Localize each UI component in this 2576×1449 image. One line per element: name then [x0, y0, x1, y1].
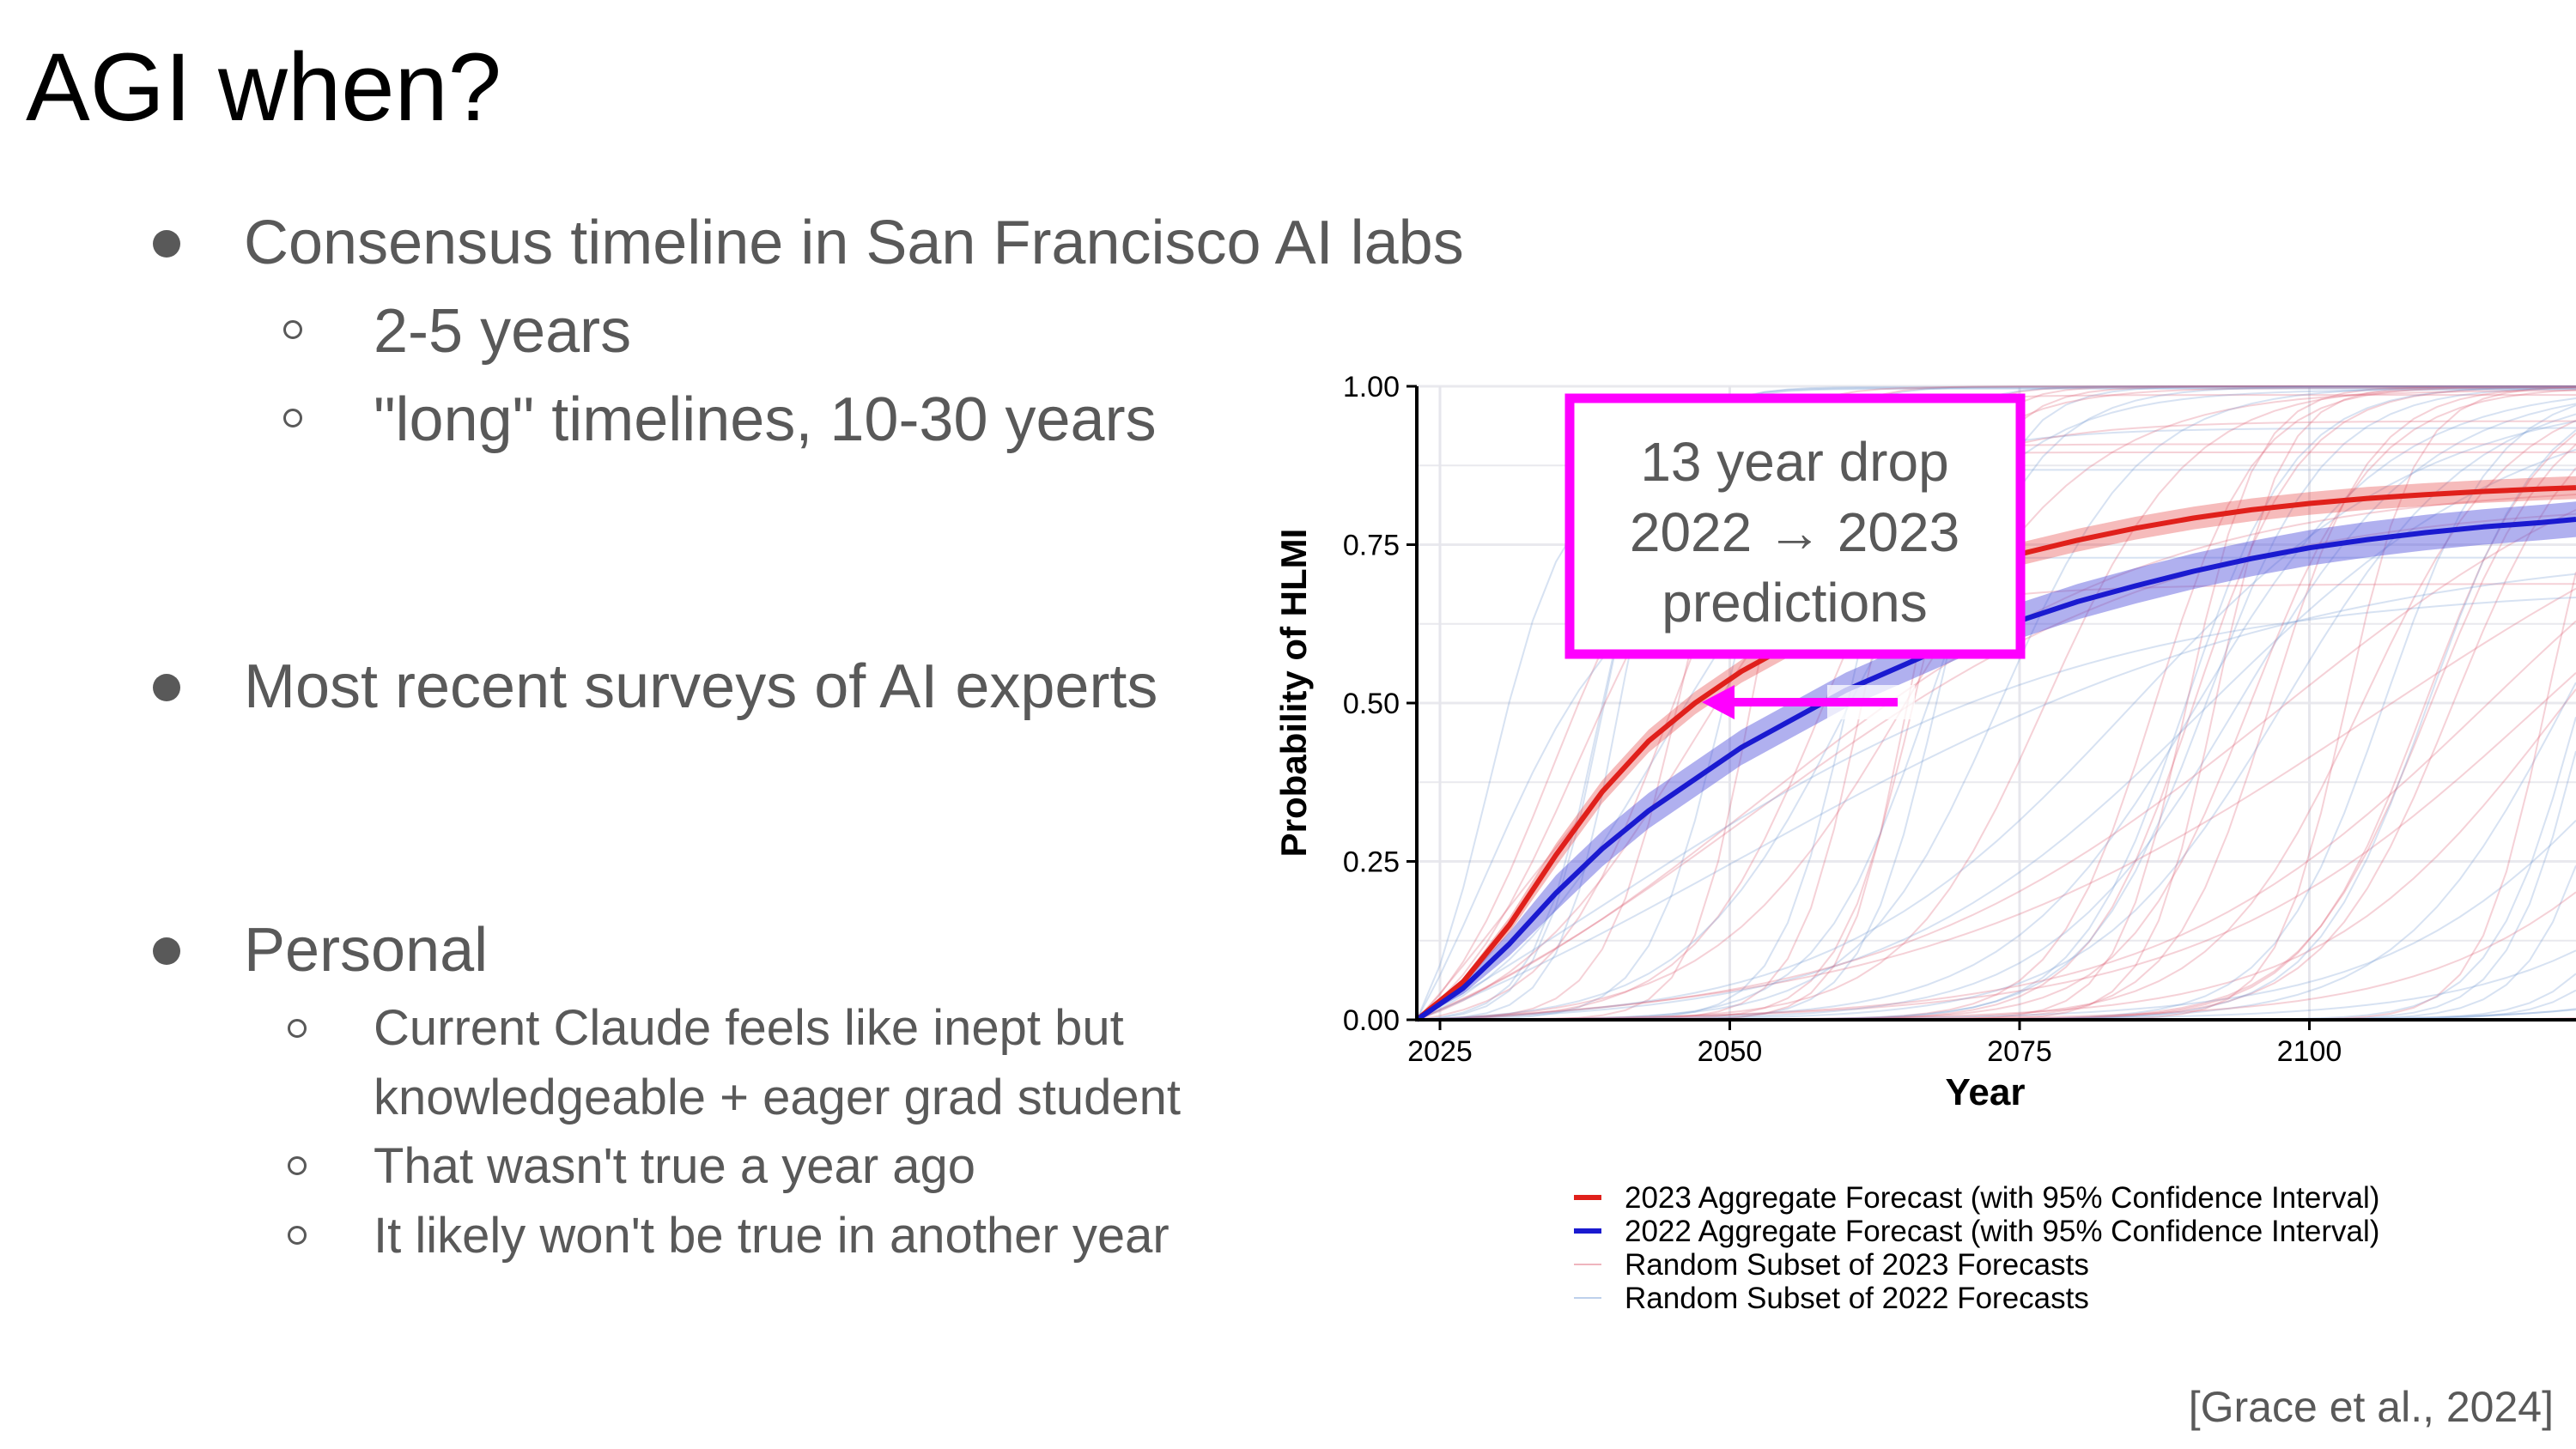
annotation-text-line: 13 year drop — [1640, 431, 1948, 493]
subset-forecast-line — [1416, 509, 2576, 1021]
subset-forecast-line — [1416, 385, 2576, 1021]
bullet-dot — [153, 674, 180, 701]
y-tick-label: 0.00 — [1343, 1004, 1400, 1037]
subset-forecast-line — [1416, 387, 2576, 1021]
annotation-arrow-head — [1702, 685, 1735, 719]
subset-forecast-line — [1416, 597, 2576, 1021]
sub-bullet-another-year: It likely won't be true in another year — [374, 1208, 1170, 1264]
subset-forecast-line — [1416, 587, 2576, 1021]
legend-label: Random Subset of 2023 Forecasts — [1625, 1248, 2089, 1282]
bullet-consensus: Consensus timeline in San Francisco AI l… — [244, 209, 1464, 277]
subset-forecast-line — [1416, 620, 2576, 1021]
subset-forecast-line — [1416, 448, 2576, 1021]
y-tick-label: 0.25 — [1343, 846, 1400, 879]
annotation-text-line: 2022 → 2023 — [1630, 501, 1959, 563]
bullet-personal: Personal — [244, 916, 489, 985]
sub-bullet-ring — [288, 1156, 307, 1175]
tick-labels: 0.00 0.25 0.50 0.75 1.00 2025 2050 2075 2100 — [1343, 371, 2342, 1068]
x-tick-label: 2075 — [1987, 1035, 2052, 1068]
x-axis-label: Year — [1946, 1071, 2026, 1113]
subset-forecast-line — [1416, 573, 2576, 1021]
sub-bullet-year-ago: That wasn't true a year ago — [374, 1138, 976, 1194]
sub-bullet-ring — [288, 1019, 307, 1038]
y-tick-label: 0.75 — [1343, 530, 1400, 562]
y-tick-label: 0.50 — [1343, 688, 1400, 720]
subset-forecast-line — [1417, 385, 2576, 1021]
chart-legend: 2023 Aggregate Forecast (with 95% Confid… — [1574, 1181, 2379, 1313]
legend-label: 2023 Aggregate Forecast (with 95% Confid… — [1625, 1181, 2379, 1215]
subset-forecast-line — [1416, 420, 2576, 1021]
confidence-band-2023 — [1417, 476, 2576, 1020]
subset-forecast-line — [1416, 672, 2576, 1021]
bullet-dot — [153, 937, 180, 965]
sub-bullet-current-claude-cont: knowledgeable + eager grad student — [374, 1070, 1181, 1125]
sub-bullet-ring — [288, 1226, 307, 1245]
annotation-text-line: predictions — [1662, 572, 1928, 634]
subset-forecast-line — [1416, 385, 2576, 1021]
sub-bullet-current-claude: Current Claude feels like inept but — [374, 1000, 1124, 1056]
sub-bullet-ring — [283, 409, 302, 427]
chart-axes — [1406, 385, 2576, 1030]
annotation-box — [1564, 393, 2026, 659]
bullet-surveys: Most recent surveys of AI experts — [244, 652, 1158, 721]
legend-label: 2022 Aggregate Forecast (with 95% Confid… — [1625, 1215, 2379, 1248]
x-tick-label: 2100 — [2277, 1035, 2342, 1068]
confidence-bands — [1417, 476, 2576, 1020]
x-tick-label: 2050 — [1698, 1035, 1763, 1068]
citation: [Grace et al., 2024] — [2188, 1383, 2554, 1431]
y-axis-label: Probability of HLMI — [1273, 529, 1314, 858]
subset-forecast-line — [1416, 387, 2576, 1021]
subset-forecast-line — [1416, 385, 2576, 1021]
hlmi-forecast-chart: 0.00 0.25 0.50 0.75 1.00 2025 2050 2075 2100 Pro… — [1273, 371, 2576, 1313]
legend-label: Random Subset of 2022 Forecasts — [1625, 1282, 2089, 1313]
subset-forecast-line — [1416, 385, 2576, 1021]
sub-bullet-ring — [283, 320, 302, 339]
bullet-dot — [153, 230, 180, 258]
annotation: 13 year drop 2022 → 2023 predictions — [1564, 393, 2026, 719]
y-tick-label: 1.00 — [1343, 371, 1400, 403]
x-tick-label: 2025 — [1407, 1035, 1473, 1068]
sub-bullet-long-timelines: "long" timelines, 10-30 years — [374, 385, 1157, 454]
slide-title: AGI when? — [26, 33, 502, 141]
sub-bullet-2-5-years: 2-5 years — [374, 297, 632, 366]
